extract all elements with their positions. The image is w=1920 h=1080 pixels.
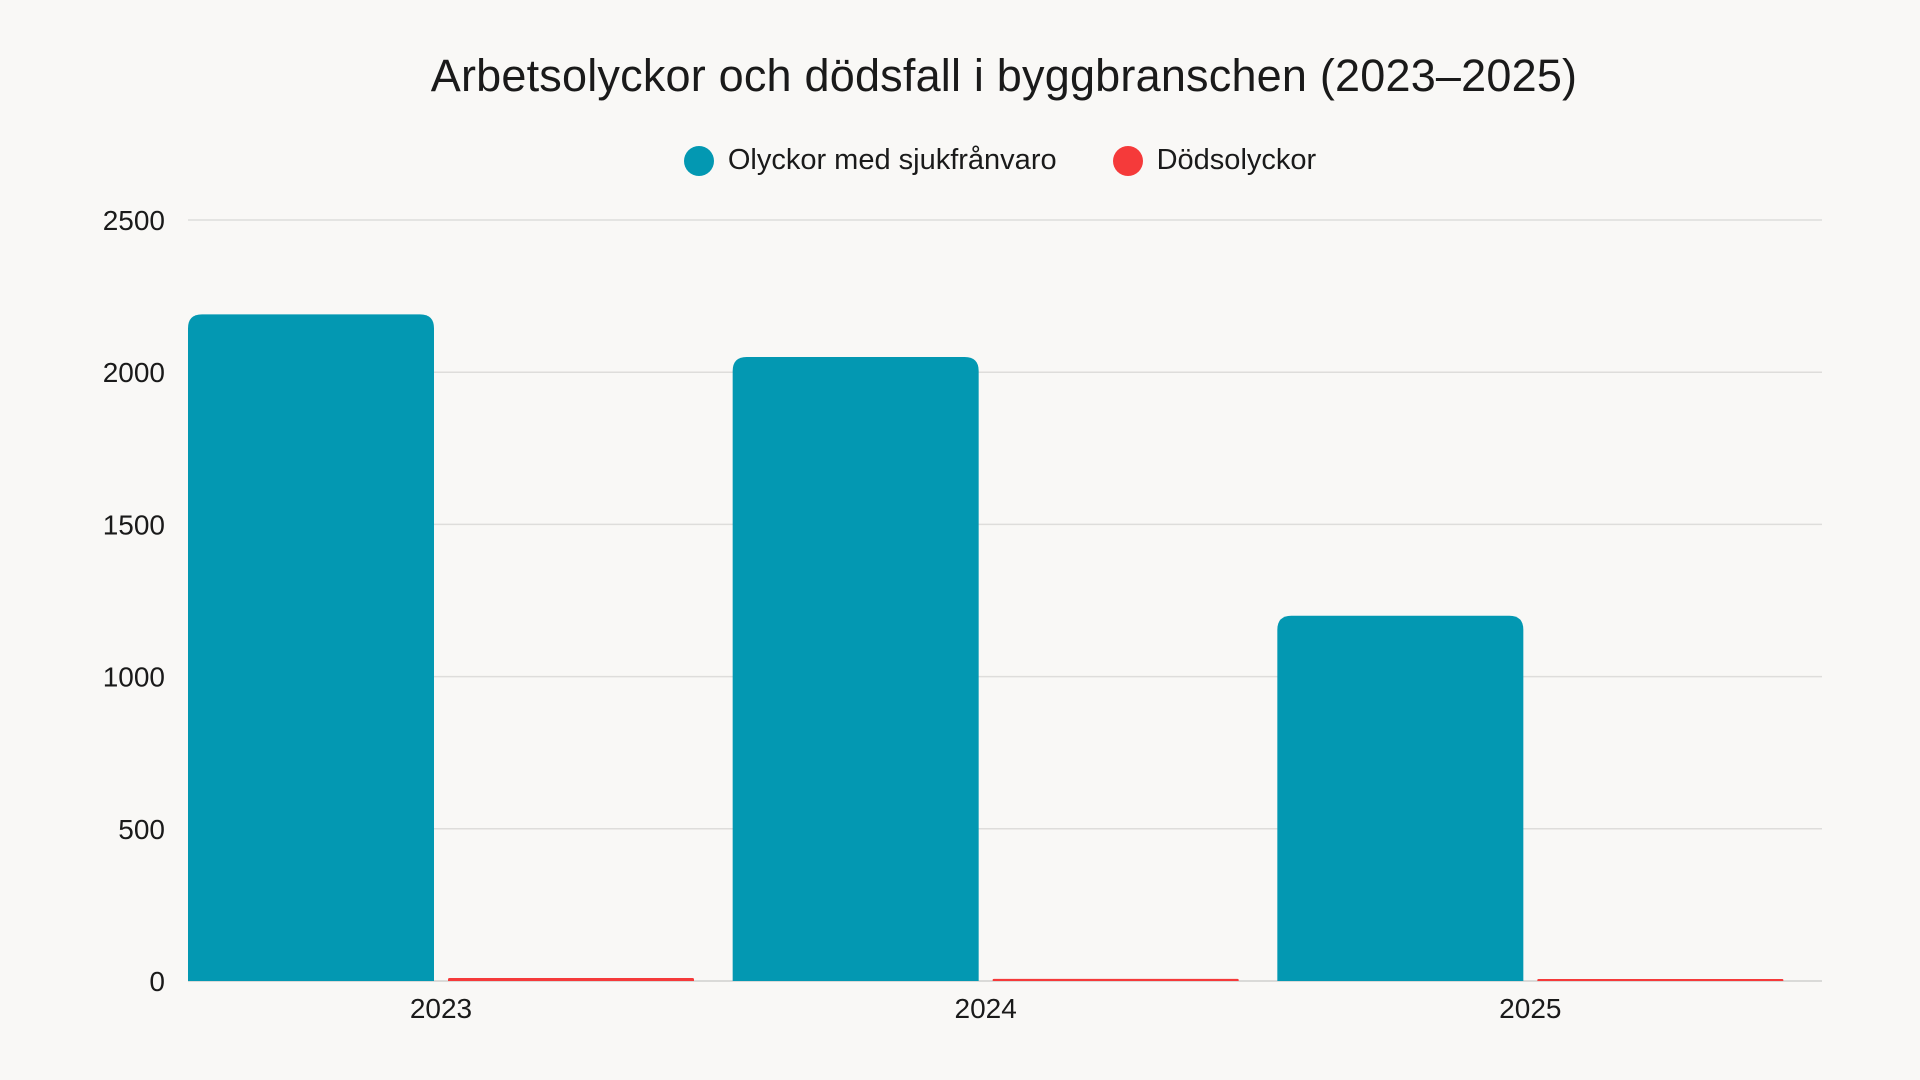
legend-label-olyckor: Olyckor med sjukfrånvaro: [727, 144, 1057, 176]
y-tick-label: 500: [118, 814, 165, 845]
x-tick-label: 2025: [1499, 993, 1561, 1024]
y-tick-label: 1500: [103, 509, 165, 540]
bar-dodsolyckor-2025: [1537, 979, 1784, 981]
legend-swatch-dodsolyckor: [1112, 145, 1143, 176]
legend-item-dodsolyckor: Dödsolyckor: [1112, 144, 1317, 177]
legend: Olyckor med sjukfrånvaro Dödsolyckor: [0, 144, 1920, 177]
y-tick-label: 2500: [103, 205, 165, 236]
legend-swatch-olyckor: [683, 145, 714, 176]
x-tick-label: 2023: [410, 993, 472, 1024]
legend-item-olyckor: Olyckor med sjukfrånvaro: [683, 144, 1057, 177]
y-tick-label: 1000: [103, 662, 165, 693]
chart-title: Arbetsolyckor och dödsfall i byggbransch…: [430, 50, 1578, 101]
bar-dodsolyckor-2023: [448, 977, 694, 981]
y-tick-label: 2000: [103, 357, 165, 388]
bar-olyckor-2024: [732, 356, 979, 982]
y-tick-label: 0: [149, 966, 165, 997]
bar-dodsolyckor-2024: [992, 978, 1239, 981]
bar-olyckor-2023: [188, 314, 434, 981]
bar-olyckor-2025: [1277, 615, 1524, 981]
legend-label-dodsolyckor: Dödsolyckor: [1156, 144, 1317, 176]
x-tick-label: 2024: [955, 993, 1017, 1024]
